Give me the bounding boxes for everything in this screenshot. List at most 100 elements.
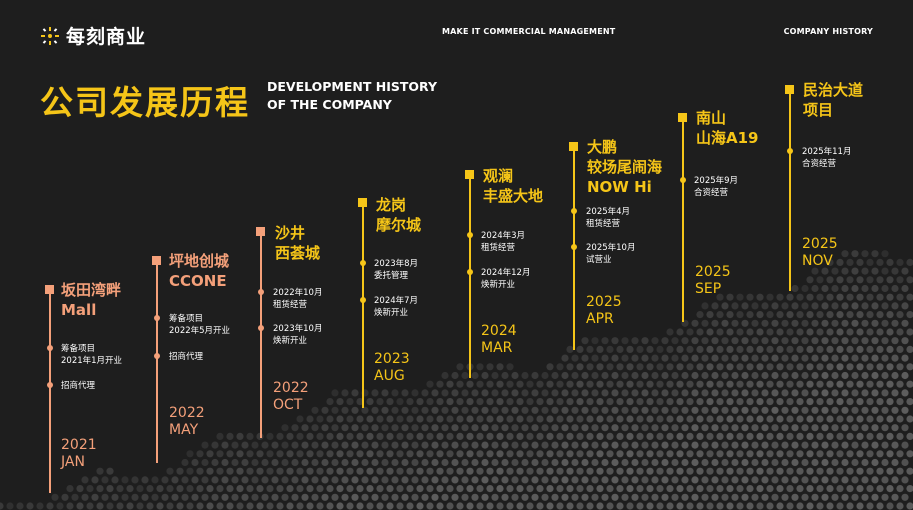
event-line-2: 焕新开业 <box>481 280 516 290</box>
event-line-1: 2025年4月 <box>586 207 631 217</box>
header-right-text: COMPANY HISTORY <box>783 27 873 36</box>
event-text: 2025年9月 合资经营 <box>694 175 738 199</box>
date-month: MAY <box>169 422 199 438</box>
name-line-2: Mall <box>61 301 97 319</box>
event-line-1: 2022年10月 <box>273 288 323 298</box>
event-line-1: 2025年11月 <box>802 147 852 157</box>
event-dot <box>258 289 264 295</box>
milestone-date: 2025 APR <box>586 294 622 328</box>
subtitle-line-2: OF THE COMPANY <box>267 97 392 112</box>
name-line-2: CCONE <box>169 272 227 290</box>
name-line-1: 坪地创城 <box>169 252 230 270</box>
event-dot <box>467 269 473 275</box>
date-year: 2021 <box>61 437 97 453</box>
name-line-1: 沙井 <box>275 224 306 242</box>
event-dot <box>154 315 160 321</box>
timeline-line <box>469 175 471 378</box>
milestone-date: 2022 OCT <box>273 380 309 414</box>
event-dot <box>787 148 793 154</box>
date-year: 2022 <box>273 380 309 396</box>
milestone-date: 2024 MAR <box>481 323 517 357</box>
name-line-1: 大鹏 <box>587 138 618 156</box>
event-dot <box>360 260 366 266</box>
date-month: MAR <box>481 340 513 356</box>
date-month: OCT <box>273 397 303 413</box>
event-dot <box>47 382 53 388</box>
page-subtitle: DEVELOPMENT HISTORY OF THE COMPANY <box>267 78 437 114</box>
timeline-line <box>156 262 158 463</box>
page-title: 公司发展历程 <box>40 83 250 122</box>
milestone-name: 民治大道 项目 <box>803 80 863 120</box>
event-dot <box>360 297 366 303</box>
event-line-1: 2023年10月 <box>273 324 323 334</box>
event-line-1: 2024年3月 <box>481 231 526 241</box>
event-text: 招商代理 <box>169 352 204 362</box>
event-line-2: 租赁经营 <box>481 243 516 253</box>
event-text: 2022年10月 租赁经营 <box>273 287 322 311</box>
name-line-1: 观澜 <box>483 167 514 185</box>
date-year: 2022 <box>169 405 205 421</box>
event-line-1: 2024年12月 <box>481 268 531 278</box>
milestone-name: 沙井 西荟城 <box>275 223 320 263</box>
milestone-name: 坪地创城 CCONE <box>169 251 229 291</box>
event-line-2: 合资经营 <box>802 159 837 169</box>
milestone-marker <box>678 113 687 122</box>
event-text: 2025年4月 租赁经营 <box>586 206 630 230</box>
event-text: 2024年3月 租赁经营 <box>481 230 525 254</box>
event-dot <box>571 244 577 250</box>
logo-icon <box>41 26 59 45</box>
milestone-marker <box>785 85 794 94</box>
milestone-marker <box>465 170 474 179</box>
date-month: JAN <box>61 454 85 470</box>
date-year: 2023 <box>374 351 410 367</box>
milestone-date: 2022 MAY <box>169 405 205 439</box>
date-month: AUG <box>374 368 405 384</box>
event-text: 筹备项目 2022年5月开业 <box>169 313 230 337</box>
event-line-1: 筹备项目 <box>169 314 204 324</box>
date-month: SEP <box>695 281 722 297</box>
timeline-line <box>49 290 51 493</box>
event-line-1: 筹备项目 <box>61 344 96 354</box>
milestone-marker <box>152 256 161 265</box>
milestone-name: 龙岗 摩尔城 <box>376 195 421 235</box>
name-line-2: 摩尔城 <box>376 216 422 234</box>
date-year: 2025 <box>586 294 622 310</box>
event-dot <box>680 177 686 183</box>
milestone-name: 坂田湾畔 Mall <box>61 280 121 320</box>
event-dot <box>154 353 160 359</box>
event-dot <box>47 345 53 351</box>
timeline-line <box>682 118 684 322</box>
event-line-2: 委托管理 <box>374 271 409 281</box>
name-line-2: 较场尾闹海 <box>587 158 663 176</box>
name-line-2: 项目 <box>803 101 834 119</box>
event-text: 2024年7月 焕新开业 <box>374 295 418 319</box>
event-text: 2025年10月 试营业 <box>586 242 635 266</box>
milestone-marker <box>358 198 367 207</box>
date-month: NOV <box>802 253 833 269</box>
event-text: 筹备项目 2021年1月开业 <box>61 343 122 367</box>
event-text: 2023年8月 委托管理 <box>374 258 418 282</box>
milestone-date: 2023 AUG <box>374 351 410 385</box>
subtitle-line-1: DEVELOPMENT HISTORY <box>267 79 438 94</box>
event-line-1: 2025年9月 <box>694 176 739 186</box>
name-line-3: NOW Hi <box>587 178 652 196</box>
milestone-name: 观澜 丰盛大地 <box>483 166 543 206</box>
milestone-name: 南山 山海A19 <box>696 108 758 148</box>
milestone-name: 大鹏 较场尾闹海 NOW Hi <box>587 137 662 197</box>
date-year: 2025 <box>802 236 838 252</box>
header-center-text: MAKE IT COMMERCIAL MANAGEMENT <box>442 27 616 36</box>
timeline-line <box>362 203 364 408</box>
event-text: 2025年11月 合资经营 <box>802 146 851 170</box>
event-line-2: 试营业 <box>586 255 612 265</box>
event-line-2: 租赁经营 <box>586 219 621 229</box>
event-line-1: 2024年7月 <box>374 296 419 306</box>
event-line-2: 焕新开业 <box>273 336 308 346</box>
event-line-2: 焕新开业 <box>374 308 409 318</box>
event-dot <box>571 208 577 214</box>
logo: 每刻商业 <box>40 22 146 49</box>
event-dot <box>258 325 264 331</box>
timeline-line <box>789 90 791 291</box>
timeline-line <box>260 232 262 438</box>
event-dot <box>467 232 473 238</box>
